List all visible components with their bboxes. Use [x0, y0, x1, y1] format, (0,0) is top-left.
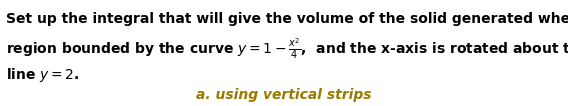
Text: line $y = 2$.: line $y = 2$.	[6, 66, 80, 84]
Text: Set up the integral that will give the volume of the solid generated when the: Set up the integral that will give the v…	[6, 12, 568, 26]
Text: region bounded by the curve $y = 1 - \frac{x^2}{4}$,  and the x-axis is rotated : region bounded by the curve $y = 1 - \fr…	[6, 37, 568, 61]
Text: a. using vertical strips: a. using vertical strips	[197, 88, 371, 102]
